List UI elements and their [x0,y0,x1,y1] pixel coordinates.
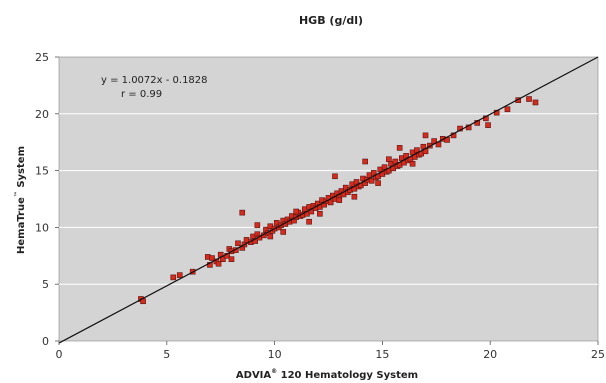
data-point [209,255,215,261]
data-point [362,158,368,165]
y-tick-label-1: 5 [42,278,49,291]
data-point [228,256,235,263]
data-point [327,199,334,206]
x-tick-label-4: 20 [483,348,497,361]
x-tick-label-0: 0 [56,348,63,361]
x-tick-label-5: 25 [591,348,605,361]
regression-equation: y = 1.0072x - 0.1828 [101,75,208,86]
y-tick-label-5: 25 [35,51,49,64]
data-point [332,173,338,180]
x-tick-label-3: 15 [375,348,389,361]
data-point [317,210,323,217]
x-axis-ticks: 0 5 10 15 20 25 [56,341,605,361]
data-point [532,99,539,106]
x-tick-label-1: 5 [163,348,170,361]
y-axis-ticks: 0 5 10 15 20 25 [35,51,59,348]
data-point [254,222,261,228]
y-axis-label: HemaTrue™ System [14,146,27,254]
chart-title: HGB (g/dl) [299,14,363,27]
data-point [409,160,416,167]
data-point [239,209,246,216]
data-point [176,272,183,278]
data-point [170,274,177,281]
data-point [504,106,511,113]
y-tick-label-2: 10 [35,221,49,234]
correlation-label: r = 0.99 [121,89,162,100]
data-point [396,145,403,151]
y-tick-label-3: 15 [35,165,49,178]
data-point [280,229,287,235]
data-point [386,156,392,163]
regression-line [58,56,599,344]
y-tick-label-4: 20 [35,108,49,121]
data-point [485,122,491,128]
y-tick-label-0: 0 [42,335,49,348]
data-point [293,208,299,215]
gridlines [59,113,598,285]
data-point [422,132,429,139]
data-point [368,178,375,184]
data-point [235,240,241,247]
data-point [336,197,343,203]
data-point [267,233,274,240]
data-point [306,218,312,225]
data-point [526,96,532,102]
data-point [375,180,381,186]
x-axis-label: ADVIA® 120 Hematology System [236,368,418,381]
x-tick-label-2: 10 [268,348,282,361]
data-point [351,193,358,200]
data-point [215,260,222,267]
